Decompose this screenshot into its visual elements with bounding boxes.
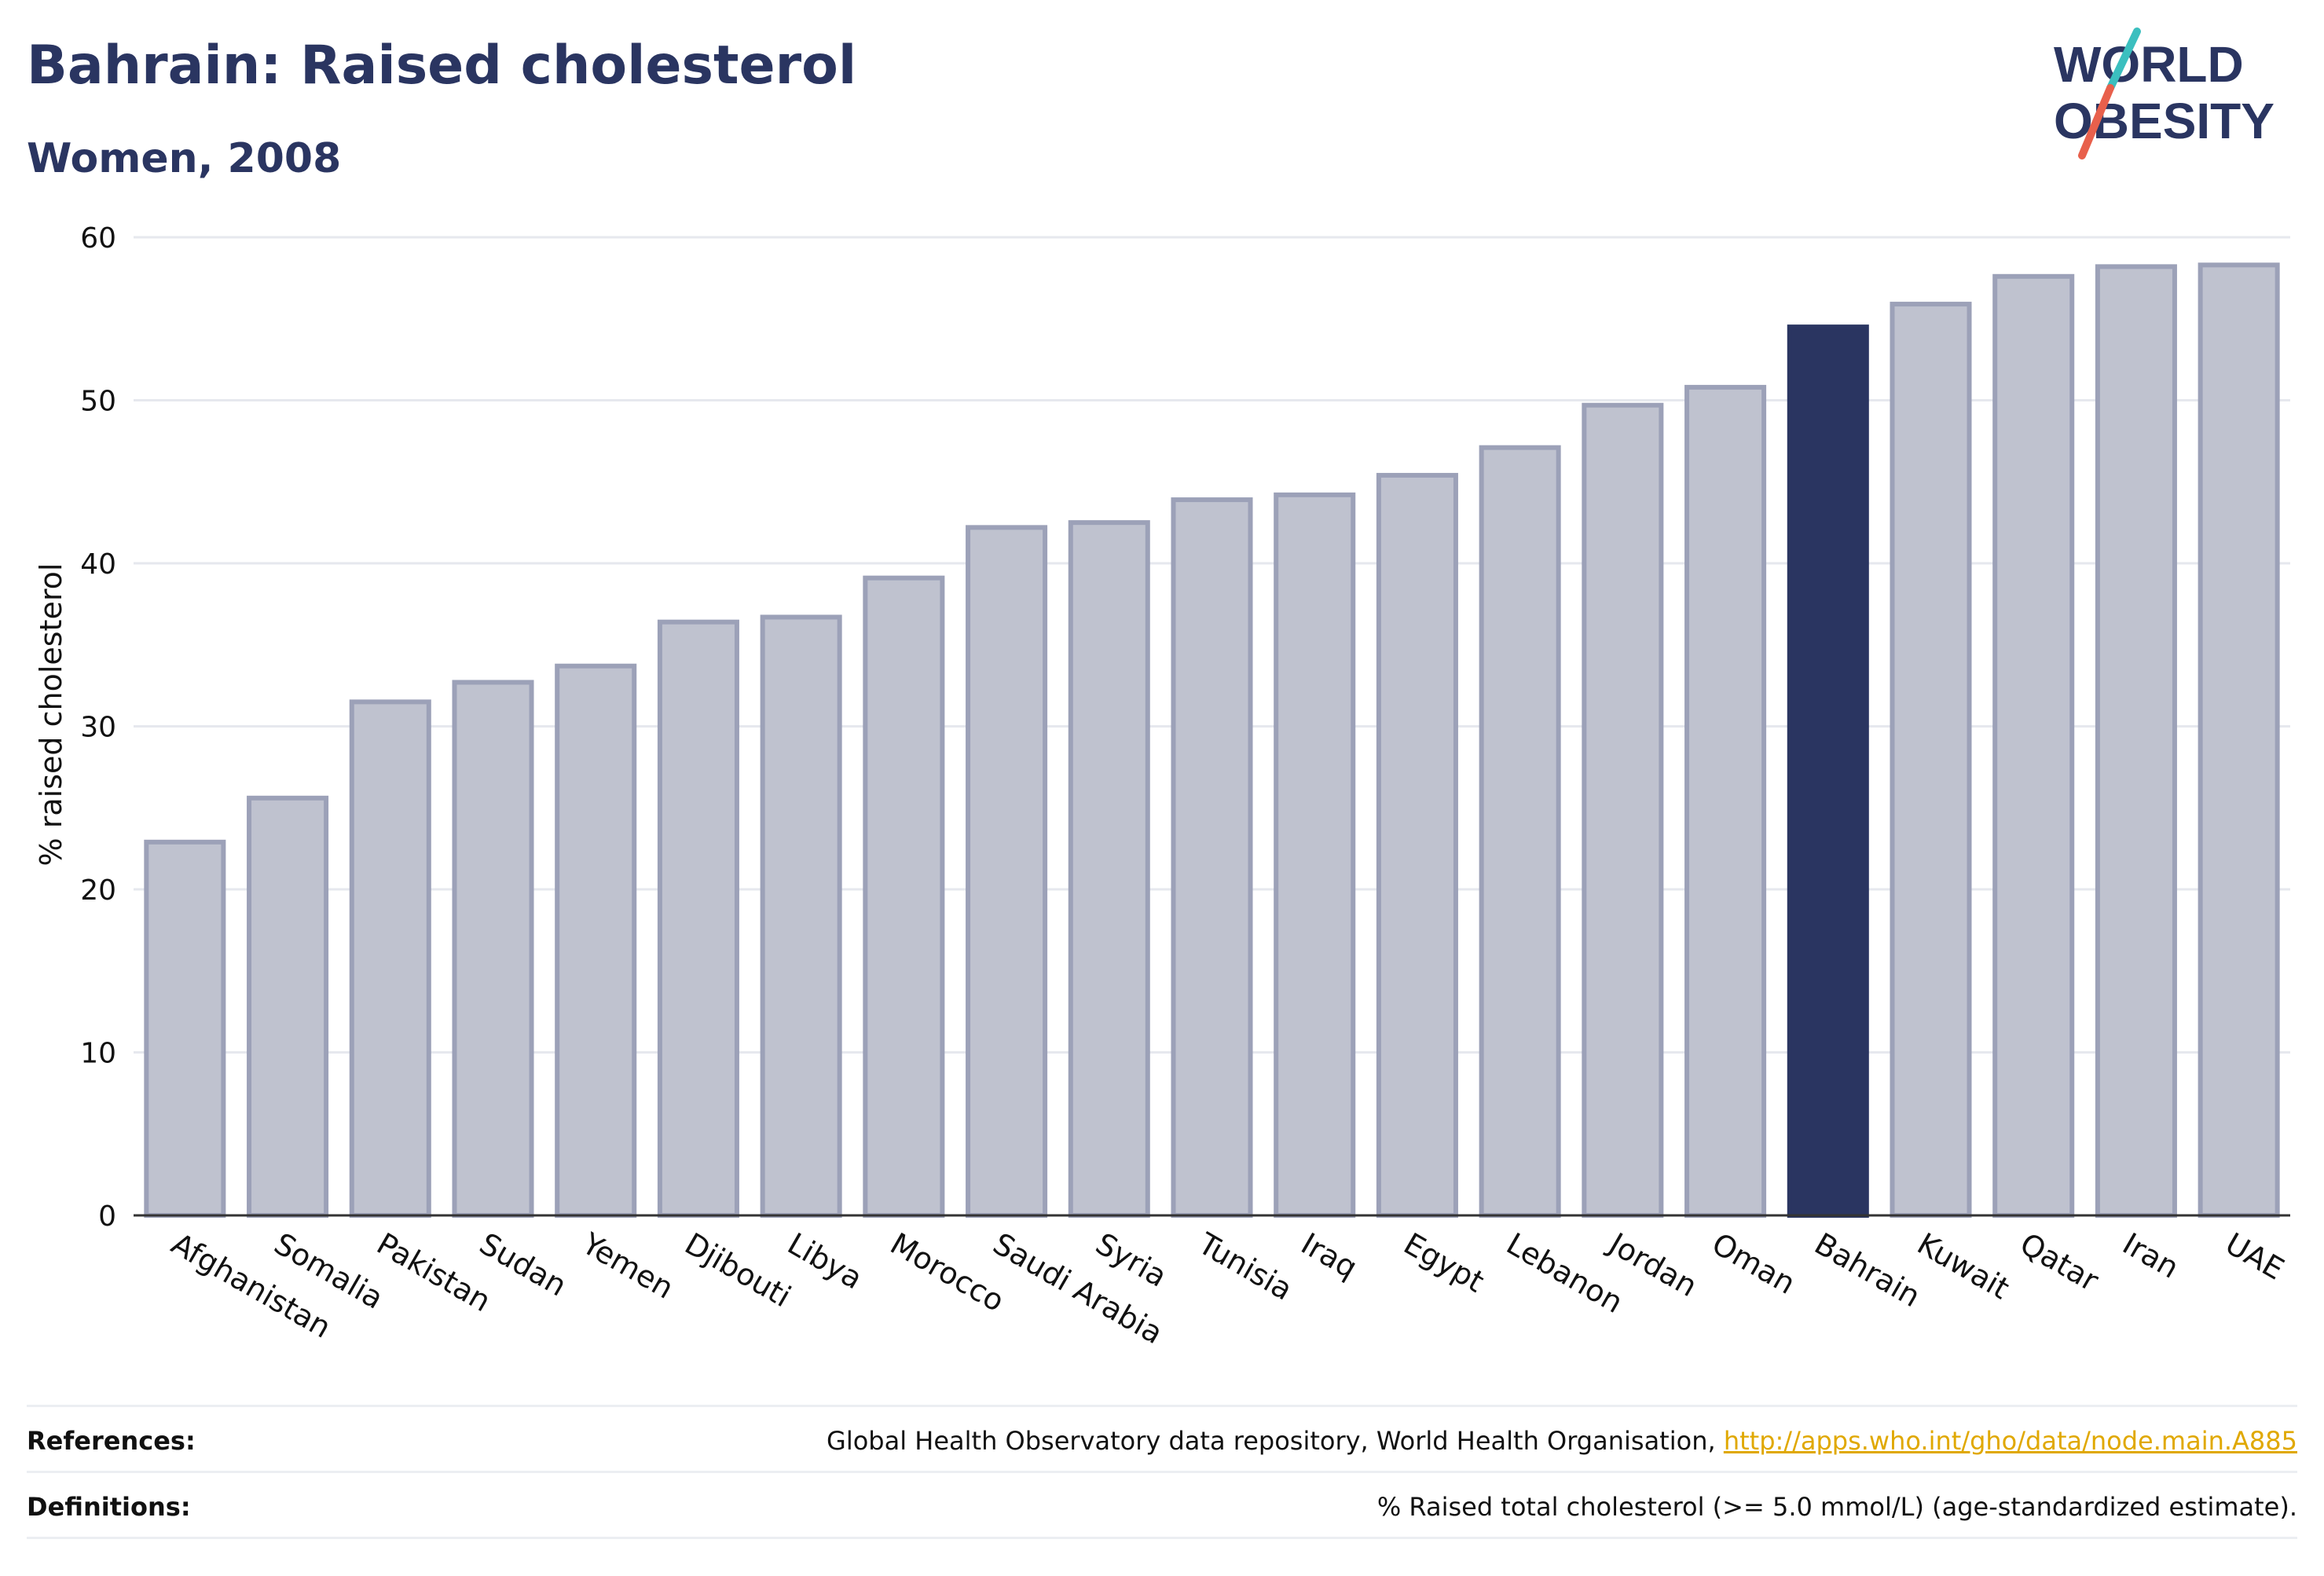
chart-subtitle: Women, 2008 (27, 135, 342, 182)
references-link[interactable]: http://apps.who.int/gho/data/node.main.A… (1723, 1426, 2297, 1456)
y-axis-label: % raised cholesterol (34, 563, 68, 867)
x-tick-label: Saudi Arabia (988, 1226, 1169, 1351)
y-axis-ticks: 0 10 20 30 40 50 60 (80, 222, 116, 1233)
bar-yemen (555, 663, 637, 1218)
bar-libya (760, 614, 842, 1218)
bar-syria (1068, 520, 1150, 1218)
x-tick-label: Iraq (1296, 1226, 1363, 1285)
x-tick-label: Egypt (1398, 1226, 1490, 1299)
x-tick-label: Kuwait (1912, 1226, 2015, 1307)
x-tick-label: Iran (2117, 1226, 2184, 1285)
logo-slash-red (2078, 84, 2114, 159)
bar-qatar (1992, 273, 2075, 1218)
bar-pakistan (349, 699, 431, 1218)
y-tick-label: 10 (80, 1038, 116, 1070)
y-tick-label: 30 (80, 712, 116, 744)
references-text: Global Health Observatory data repositor… (827, 1426, 1724, 1456)
x-tick-label: Djibouti (679, 1226, 797, 1314)
bar-somalia (247, 795, 329, 1218)
world-obesity-logo: WORLD OBESITY (2054, 27, 2275, 159)
x-tick-label: Yemen (576, 1226, 680, 1306)
bar-oman (1684, 384, 1767, 1218)
chart-title: Bahrain: Raised cholesterol (27, 35, 857, 97)
references-label: References: (27, 1426, 196, 1456)
bar-chart: 0 10 20 30 40 50 60 AfghanistanSomaliaPakistan… (34, 222, 2290, 1351)
bar-djibouti (657, 619, 739, 1218)
bar-bahrain (1787, 324, 1869, 1218)
x-tick-label: Bahrain (1809, 1226, 1926, 1314)
footer-divider-top (27, 1405, 2297, 1407)
x-tick-label: UAE (2220, 1226, 2289, 1287)
bar-jordan (1582, 402, 1664, 1218)
y-tick-label: 0 (98, 1200, 116, 1233)
footer-divider-middle (27, 1471, 2297, 1473)
x-tick-label: Morocco (885, 1226, 1010, 1319)
x-tick-label: Lebanon (1501, 1226, 1629, 1320)
x-tick-label: Pakistan (371, 1226, 497, 1319)
definitions-label: Definitions: (27, 1492, 191, 1522)
bar-tunisia (1171, 497, 1253, 1218)
bars (144, 262, 2280, 1219)
bar-morocco (863, 575, 945, 1218)
bar-sudan (452, 680, 534, 1218)
y-tick-label: 20 (80, 874, 116, 907)
references-value: Global Health Observatory data repositor… (827, 1426, 2297, 1456)
bar-egypt (1376, 472, 1458, 1218)
bar-uae (2198, 262, 2280, 1218)
x-tick-label: Oman (1706, 1226, 1802, 1301)
footer-divider-bottom (27, 1537, 2297, 1539)
bar-iran (2095, 264, 2177, 1219)
footer-definitions: Definitions: % Raised total cholesterol … (27, 1475, 2297, 1539)
logo-slash-teal (2106, 27, 2141, 92)
definitions-text: % Raised total cholesterol (>= 5.0 mmol/… (1376, 1492, 2297, 1522)
y-tick-label: 50 (80, 386, 116, 418)
footer-references: References: Global Health Observatory da… (27, 1409, 2297, 1473)
bar-saudi-arabia (966, 525, 1048, 1218)
x-tick-label: Tunisia (1192, 1226, 1298, 1307)
bar-afghanistan (144, 839, 226, 1218)
x-tick-label: Qatar (2014, 1226, 2105, 1299)
bar-kuwait (1890, 302, 1972, 1219)
bar-lebanon (1479, 445, 1561, 1218)
y-tick-label: 40 (80, 548, 116, 581)
bar-iraq (1274, 492, 1356, 1218)
logo-word-world: WORLD (2054, 36, 2244, 93)
y-tick-label: 60 (80, 222, 116, 255)
